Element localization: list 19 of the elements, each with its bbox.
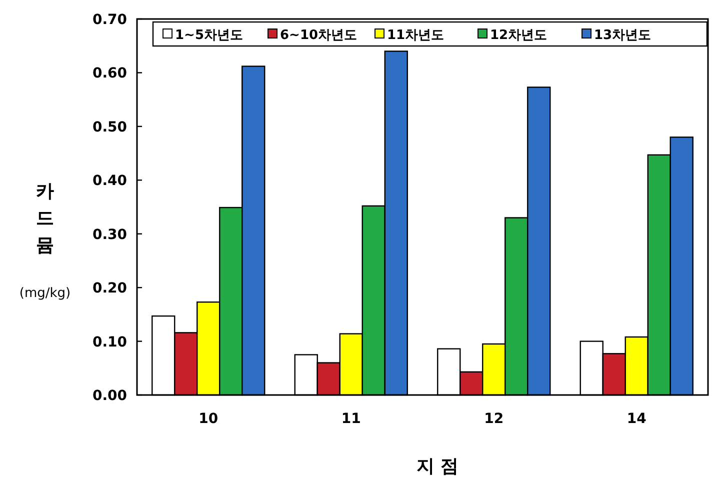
- legend-label: 12차년도: [490, 28, 548, 43]
- x-tick-label: 12: [484, 411, 504, 427]
- x-tick-label: 11: [341, 411, 361, 427]
- text: 카드뮴 (mg/kg): [19, 181, 71, 301]
- x-tick-label: 14: [626, 411, 647, 427]
- legend-label: 1~5차년도: [175, 28, 243, 43]
- y-tick-label: 0.40: [92, 173, 128, 190]
- legend-label: 6~10차년도: [280, 28, 358, 43]
- y-tick-label: 0.20: [92, 280, 128, 297]
- legend-label: 13차년도: [594, 28, 652, 43]
- y-tick-label: 0.00: [92, 388, 128, 404]
- y-tick-label: 0.70: [92, 12, 128, 28]
- y-tick-label: 0.30: [92, 226, 128, 243]
- legend-label: 11차년도: [387, 28, 444, 43]
- x-tick-label: 10: [198, 411, 218, 427]
- x-axis-title: 지 점: [416, 456, 459, 477]
- y-tick-label: 0.60: [92, 66, 128, 82]
- y-tick-label: 0.50: [92, 119, 128, 136]
- y-tick-label: 0.10: [92, 334, 128, 350]
